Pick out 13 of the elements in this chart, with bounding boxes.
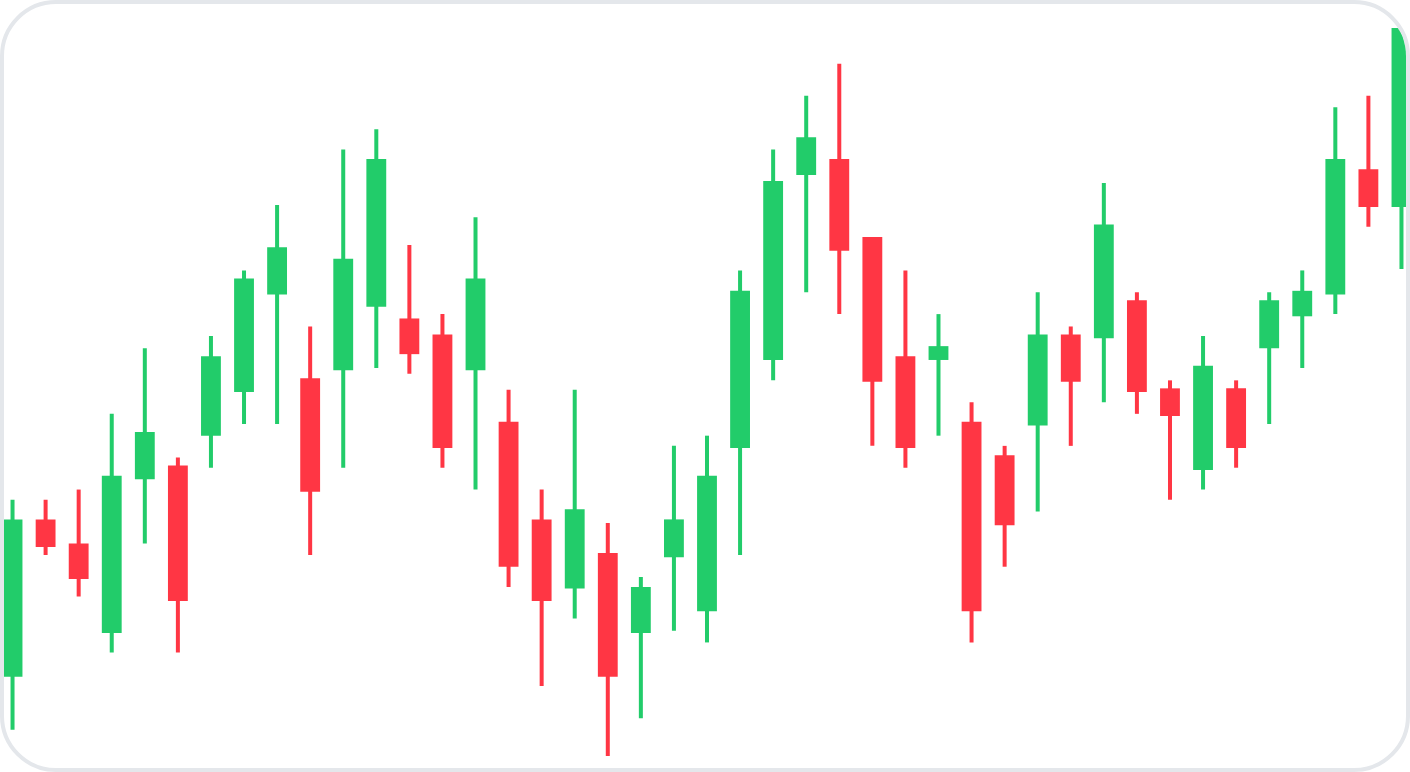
candlestick — [267, 202, 288, 427]
candlestick — [1160, 378, 1180, 502]
candlestick — [1358, 93, 1379, 229]
candlestick — [630, 574, 651, 721]
candlestick — [796, 93, 817, 295]
candlestick — [664, 443, 684, 633]
candlestick — [1292, 268, 1313, 370]
candlestick — [35, 497, 56, 558]
candlestick — [134, 346, 155, 546]
candlestick — [399, 242, 420, 376]
candlestick — [928, 312, 949, 438]
candlestick — [68, 487, 89, 599]
candlestick — [1060, 324, 1081, 448]
